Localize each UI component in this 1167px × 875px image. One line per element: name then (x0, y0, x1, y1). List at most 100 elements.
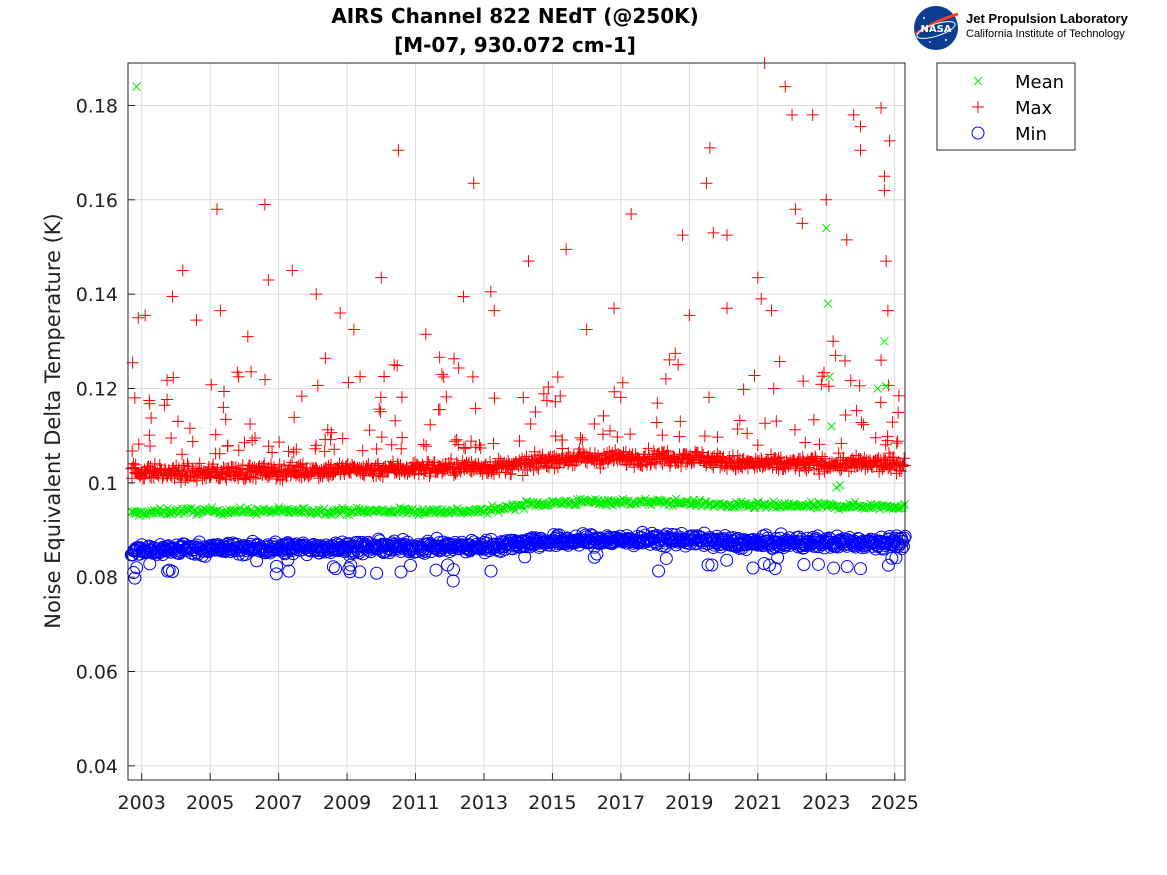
max-point (126, 356, 139, 369)
max-point (219, 413, 232, 426)
max-point (815, 378, 828, 391)
max-point (741, 427, 754, 440)
max-point (659, 372, 672, 385)
min-point (797, 557, 811, 571)
legend-marker-max (972, 101, 984, 113)
legend-box (936, 62, 1076, 151)
mean-point (620, 497, 630, 506)
mean-point-outlier (825, 372, 835, 382)
mean-point (145, 508, 155, 518)
max-point (896, 460, 909, 473)
max-point-outlier (560, 243, 573, 256)
max-point (156, 472, 169, 485)
max-point (705, 452, 718, 465)
mean-point (384, 507, 394, 516)
max-point (469, 402, 482, 415)
min-point (701, 558, 715, 572)
chart-subtitle: [M-07, 930.072 cm-1] (394, 33, 636, 57)
max-point-outlier (190, 314, 203, 327)
max-point (898, 452, 911, 465)
max-point (244, 470, 257, 483)
min-point (250, 554, 264, 568)
max-point (549, 395, 562, 408)
max-point (881, 430, 894, 443)
max-point-outlier (139, 309, 152, 322)
max-point-outlier (467, 177, 480, 190)
max-point (309, 442, 322, 455)
max-point (527, 464, 540, 477)
max-point (517, 391, 530, 404)
mean-point (892, 504, 902, 513)
max-point (209, 447, 222, 460)
max-point (221, 439, 234, 452)
max-point (450, 433, 463, 446)
max-point (158, 399, 171, 412)
max-point-outlier (310, 288, 323, 301)
mean-point (572, 500, 581, 509)
max-point-outlier (751, 271, 764, 284)
min-point (590, 547, 604, 561)
min-point (889, 551, 903, 565)
max-point (294, 458, 307, 471)
max-point (433, 403, 446, 416)
legend-label-max: Max (1015, 98, 1053, 119)
max-point (542, 380, 555, 393)
max-point (232, 370, 245, 383)
max-point-outlier (847, 108, 860, 121)
max-point (311, 379, 324, 392)
min-point (827, 561, 841, 575)
max-point (857, 418, 870, 431)
max-point (799, 436, 812, 449)
min-point-outlier (429, 563, 443, 577)
max-point (324, 433, 337, 446)
max-point-outlier (625, 207, 638, 220)
max-point (674, 415, 687, 428)
y-tick-label: 0.16 (76, 190, 118, 212)
plot-area (128, 63, 905, 780)
max-point (389, 414, 402, 427)
max-point (390, 466, 403, 479)
min-point (885, 551, 899, 565)
mean-point (644, 499, 653, 509)
max-point (238, 436, 251, 449)
max-point (890, 467, 903, 480)
max-point-outlier (214, 304, 227, 317)
max-point (588, 447, 601, 460)
max-point-outlier (881, 304, 894, 317)
max-point (651, 397, 664, 410)
max-point (588, 417, 601, 430)
max-point (245, 365, 258, 378)
max-point (816, 450, 829, 463)
min-point (720, 553, 734, 567)
max-point (336, 432, 349, 445)
mean-point (247, 508, 257, 517)
max-point-outlier (375, 271, 388, 284)
max-point-outlier (854, 120, 867, 133)
min-point-outlier (854, 562, 868, 576)
min-point (771, 551, 785, 565)
min-point (417, 537, 431, 551)
x-axis: 2003 2005 2007 2009 2011 2013 2015 2017 2019 2021… (118, 773, 919, 814)
x-tick-label: 2019 (665, 792, 713, 814)
max-point (310, 439, 323, 452)
max-point (319, 352, 332, 365)
max-point (217, 385, 230, 398)
max-point (145, 412, 158, 425)
max-point (549, 430, 562, 443)
grid (128, 63, 905, 780)
max-point (551, 370, 564, 383)
max-point (417, 438, 430, 451)
max-point (433, 351, 446, 364)
x-tick-label: 2015 (528, 792, 576, 814)
x-tick-label: 2013 (460, 792, 508, 814)
max-point-outlier (262, 273, 275, 286)
min-point (896, 540, 910, 554)
max-point (529, 405, 542, 418)
max-point-outlier (488, 304, 501, 317)
min-point (447, 563, 461, 577)
max-point (129, 458, 142, 471)
min-point (811, 557, 825, 571)
max-point-outlier (796, 217, 809, 230)
max-point (418, 463, 431, 476)
